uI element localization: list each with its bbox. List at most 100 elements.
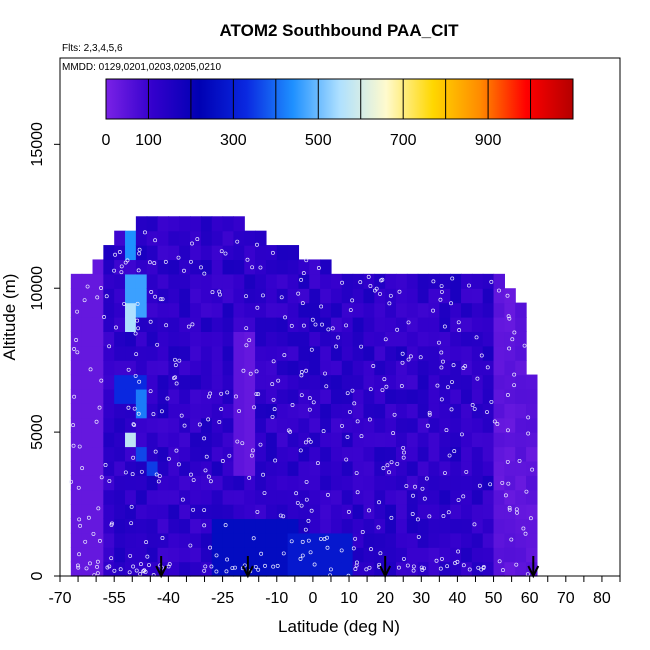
heatmap-cell	[450, 403, 462, 419]
data-point	[427, 412, 432, 417]
heatmap-cell	[385, 547, 397, 563]
heatmap-cell	[200, 561, 213, 577]
data-point	[368, 283, 373, 288]
data-point	[75, 563, 80, 568]
data-point	[224, 569, 229, 574]
chart-title: ATOM2 Southbound PAA_CIT	[220, 21, 460, 40]
heatmap-cell	[417, 547, 430, 563]
heatmap-cell	[276, 475, 289, 491]
data-point	[497, 559, 502, 564]
data-point	[310, 317, 315, 322]
heatmap-cell	[222, 417, 235, 433]
heatmap-cell	[190, 518, 202, 534]
data-point	[258, 265, 263, 270]
heatmap-cell	[385, 489, 397, 505]
heatmap-cell	[135, 259, 148, 275]
data-point	[249, 453, 254, 458]
heatmap-cell	[417, 374, 430, 390]
heatmap-cell	[233, 561, 245, 577]
data-point	[320, 322, 324, 327]
heatmap-cell	[526, 417, 538, 433]
colorbar-tick-label: 900	[475, 132, 502, 149]
heatmap-cell	[428, 475, 440, 491]
heatmap-cell	[200, 259, 213, 275]
measurement-points	[69, 230, 535, 578]
heatmap-cell	[255, 518, 267, 534]
heatmap-cell	[406, 288, 419, 304]
heatmap-cell	[439, 288, 451, 304]
data-point	[148, 319, 153, 324]
data-point	[402, 450, 406, 455]
heatmap-cell	[287, 360, 300, 376]
heatmap-cell	[179, 561, 191, 577]
heatmap-cell	[222, 547, 235, 563]
heatmap-cell	[320, 504, 332, 520]
heatmap-cell	[168, 245, 180, 261]
heatmap-cell	[265, 561, 278, 577]
heatmap-cell	[330, 374, 343, 390]
data-point	[524, 489, 529, 494]
heatmap-cell	[168, 446, 180, 462]
heatmap-cell	[157, 547, 169, 563]
data-point	[467, 283, 471, 288]
heatmap-cell	[450, 561, 462, 577]
heatmap-cell	[103, 403, 115, 419]
heatmap-cell	[341, 547, 354, 563]
data-point	[400, 351, 405, 356]
heatmap-cell	[298, 360, 310, 376]
data-point	[112, 568, 117, 573]
heatmap-cell	[406, 302, 419, 318]
heatmap-cell	[471, 460, 484, 476]
heatmap-cell	[461, 561, 473, 577]
data-point	[336, 335, 341, 340]
heatmap-cell	[92, 475, 104, 491]
data-point	[352, 401, 357, 406]
data-point	[301, 323, 306, 328]
heatmap-cell	[276, 388, 289, 404]
heatmap-cell	[222, 460, 235, 476]
data-point	[345, 435, 350, 439]
heatmap-cell	[81, 302, 94, 318]
heatmap-cell	[471, 273, 484, 289]
heatmap-cell	[504, 374, 516, 390]
heatmap-cell	[309, 317, 321, 332]
heatmap-cell	[200, 302, 213, 318]
heatmap-cell	[352, 388, 365, 404]
heatmap-cell	[363, 331, 375, 347]
heatmap-cell	[233, 417, 245, 433]
heatmap-cell	[439, 475, 451, 491]
data-point	[109, 556, 114, 561]
heatmap-cell	[92, 417, 104, 433]
heatmap-cell	[363, 518, 375, 534]
heatmap-cell	[179, 489, 191, 505]
data-point	[360, 530, 365, 534]
heatmap-cell	[135, 489, 148, 505]
heatmap-cell	[461, 374, 473, 390]
data-point	[137, 251, 142, 256]
flights-subtitle: Flts: 2,3,4,5,6	[62, 43, 123, 54]
heatmap-cell	[255, 288, 267, 304]
heatmap-cell	[81, 374, 94, 390]
heatmap-cell	[276, 489, 289, 505]
heatmap-cell	[374, 489, 386, 505]
x-tick-label: 60	[521, 590, 539, 607]
heatmap-cell	[200, 245, 213, 261]
data-point	[139, 469, 144, 474]
heatmap-cell	[233, 216, 245, 232]
heatmap-cell	[439, 504, 451, 520]
heatmap-cell	[287, 259, 300, 275]
heatmap-cell	[92, 504, 104, 520]
heatmap-cell	[320, 317, 332, 332]
heatmap-cell	[244, 532, 256, 548]
heatmap-cell	[190, 374, 202, 390]
heatmap-cell	[461, 388, 473, 404]
heatmap-cell	[179, 331, 191, 347]
heatmap-cell	[287, 317, 300, 332]
heatmap-cell	[255, 561, 267, 577]
heatmap-cell	[504, 446, 516, 462]
data-point	[326, 327, 331, 332]
data-point	[300, 553, 305, 558]
data-point	[204, 454, 209, 459]
data-point	[214, 553, 219, 558]
heatmap-cell	[298, 446, 310, 462]
